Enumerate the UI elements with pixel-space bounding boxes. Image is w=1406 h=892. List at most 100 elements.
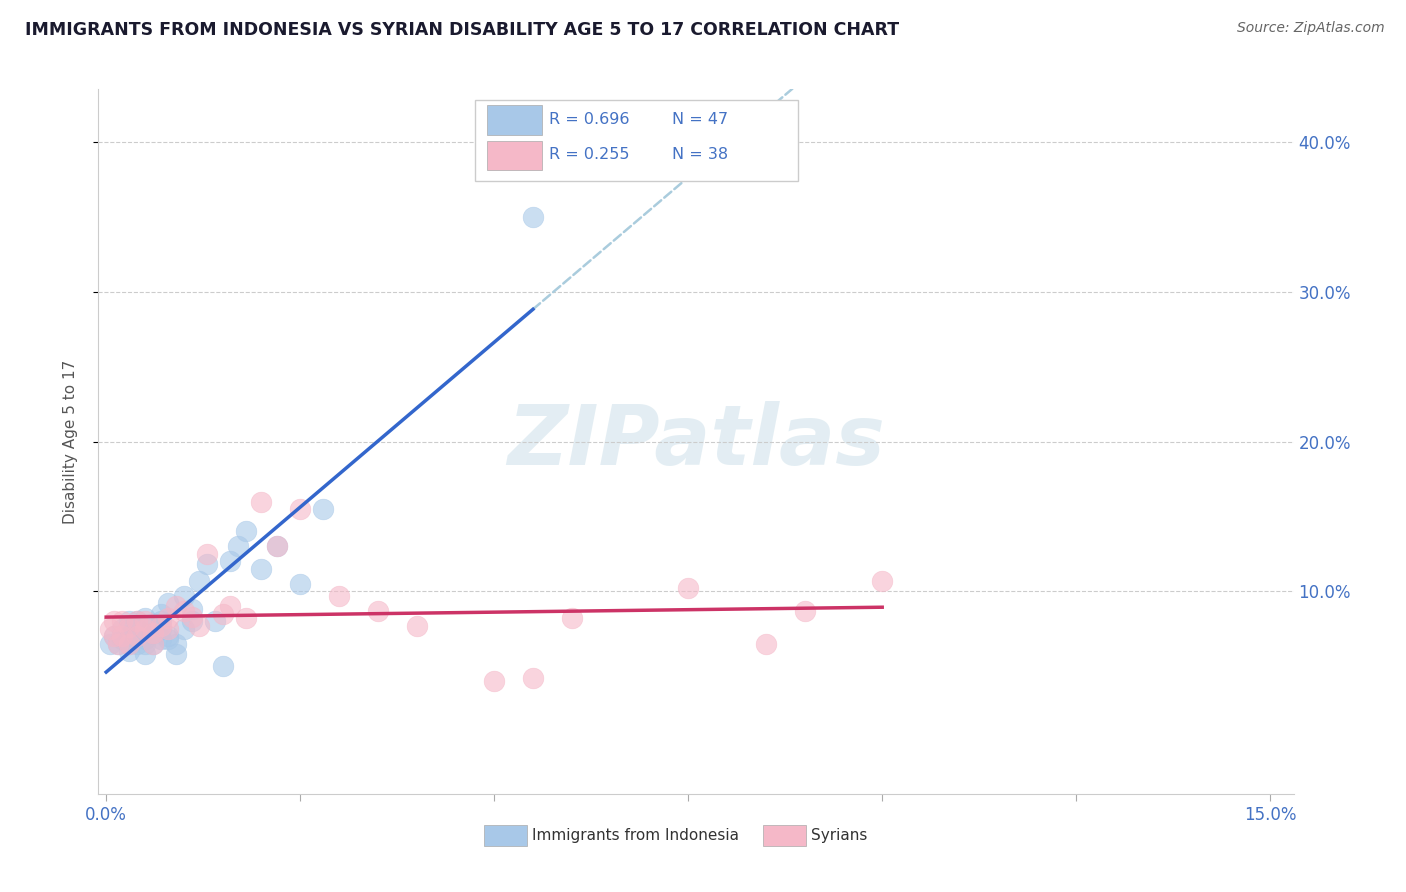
Point <box>134 637 156 651</box>
Point <box>118 620 141 634</box>
Point <box>173 604 195 618</box>
Point <box>98 622 121 636</box>
Point <box>149 615 172 629</box>
Point <box>157 622 180 636</box>
Text: Source: ZipAtlas.com: Source: ZipAtlas.com <box>1237 21 1385 36</box>
Point <box>149 622 172 636</box>
Point <box>127 622 149 636</box>
Point <box>195 547 218 561</box>
Point <box>180 615 202 629</box>
Point <box>235 524 257 539</box>
Point <box>793 604 815 618</box>
Point <box>118 644 141 658</box>
Point <box>134 611 156 625</box>
Point <box>103 630 125 644</box>
Point <box>870 574 893 588</box>
Point <box>522 672 544 686</box>
Point <box>111 632 134 647</box>
Point <box>157 630 180 644</box>
Text: N = 38: N = 38 <box>672 147 728 162</box>
Point <box>173 589 195 603</box>
Point <box>114 630 136 644</box>
Point <box>127 630 149 644</box>
Point <box>522 210 544 224</box>
Point <box>134 615 156 629</box>
Point <box>118 637 141 651</box>
Point <box>142 626 165 640</box>
Point <box>127 637 149 651</box>
Point <box>188 574 211 588</box>
Point <box>226 540 249 554</box>
FancyBboxPatch shape <box>486 105 541 135</box>
Point <box>219 599 242 614</box>
Point <box>250 562 273 576</box>
Point <box>127 630 149 644</box>
Text: R = 0.696: R = 0.696 <box>548 112 630 127</box>
Point <box>118 637 141 651</box>
Point <box>127 615 149 629</box>
Point <box>142 626 165 640</box>
Point <box>165 599 187 614</box>
Text: R = 0.255: R = 0.255 <box>548 147 630 162</box>
Point <box>180 602 202 616</box>
Point <box>134 630 156 644</box>
Point <box>290 577 312 591</box>
Point <box>211 607 233 621</box>
Point <box>134 632 156 647</box>
Point <box>204 615 226 629</box>
Point <box>103 615 125 629</box>
Point <box>111 615 134 629</box>
Point <box>118 615 141 629</box>
Point <box>250 494 273 508</box>
Point <box>157 632 180 647</box>
Point <box>482 674 505 689</box>
Point <box>676 582 699 596</box>
Point <box>103 630 125 644</box>
Point <box>107 637 129 651</box>
Point <box>111 630 134 644</box>
Point <box>312 502 335 516</box>
Point <box>134 648 156 662</box>
Point <box>405 619 427 633</box>
Point <box>188 619 211 633</box>
Point <box>367 604 389 618</box>
Point <box>149 632 172 647</box>
Point <box>127 615 149 629</box>
Point <box>755 637 778 651</box>
Point <box>142 617 165 632</box>
Point <box>98 637 121 651</box>
Point <box>561 611 583 625</box>
Y-axis label: Disability Age 5 to 17: Disability Age 5 to 17 <box>63 359 77 524</box>
Point <box>165 648 187 662</box>
Point <box>195 558 218 572</box>
FancyBboxPatch shape <box>763 825 806 846</box>
FancyBboxPatch shape <box>475 100 797 181</box>
Point <box>142 637 165 651</box>
Point <box>235 611 257 625</box>
Text: Syrians: Syrians <box>811 828 868 843</box>
Point <box>142 637 165 651</box>
Point <box>157 597 180 611</box>
Point <box>328 589 350 603</box>
FancyBboxPatch shape <box>486 141 541 170</box>
Point <box>157 611 180 625</box>
Point <box>211 659 233 673</box>
Point <box>266 540 288 554</box>
Text: IMMIGRANTS FROM INDONESIA VS SYRIAN DISABILITY AGE 5 TO 17 CORRELATION CHART: IMMIGRANTS FROM INDONESIA VS SYRIAN DISA… <box>25 21 900 39</box>
Point <box>165 637 187 651</box>
Point <box>118 622 141 636</box>
Point <box>219 554 242 568</box>
Point <box>111 622 134 636</box>
FancyBboxPatch shape <box>485 825 527 846</box>
Text: N = 47: N = 47 <box>672 112 728 127</box>
Text: Immigrants from Indonesia: Immigrants from Indonesia <box>533 828 740 843</box>
Point <box>180 610 202 624</box>
Point <box>173 622 195 636</box>
Point <box>290 502 312 516</box>
Point <box>107 637 129 651</box>
Point <box>149 607 172 621</box>
Point <box>134 622 156 636</box>
Point <box>266 540 288 554</box>
Text: ZIPatlas: ZIPatlas <box>508 401 884 482</box>
Point <box>149 619 172 633</box>
